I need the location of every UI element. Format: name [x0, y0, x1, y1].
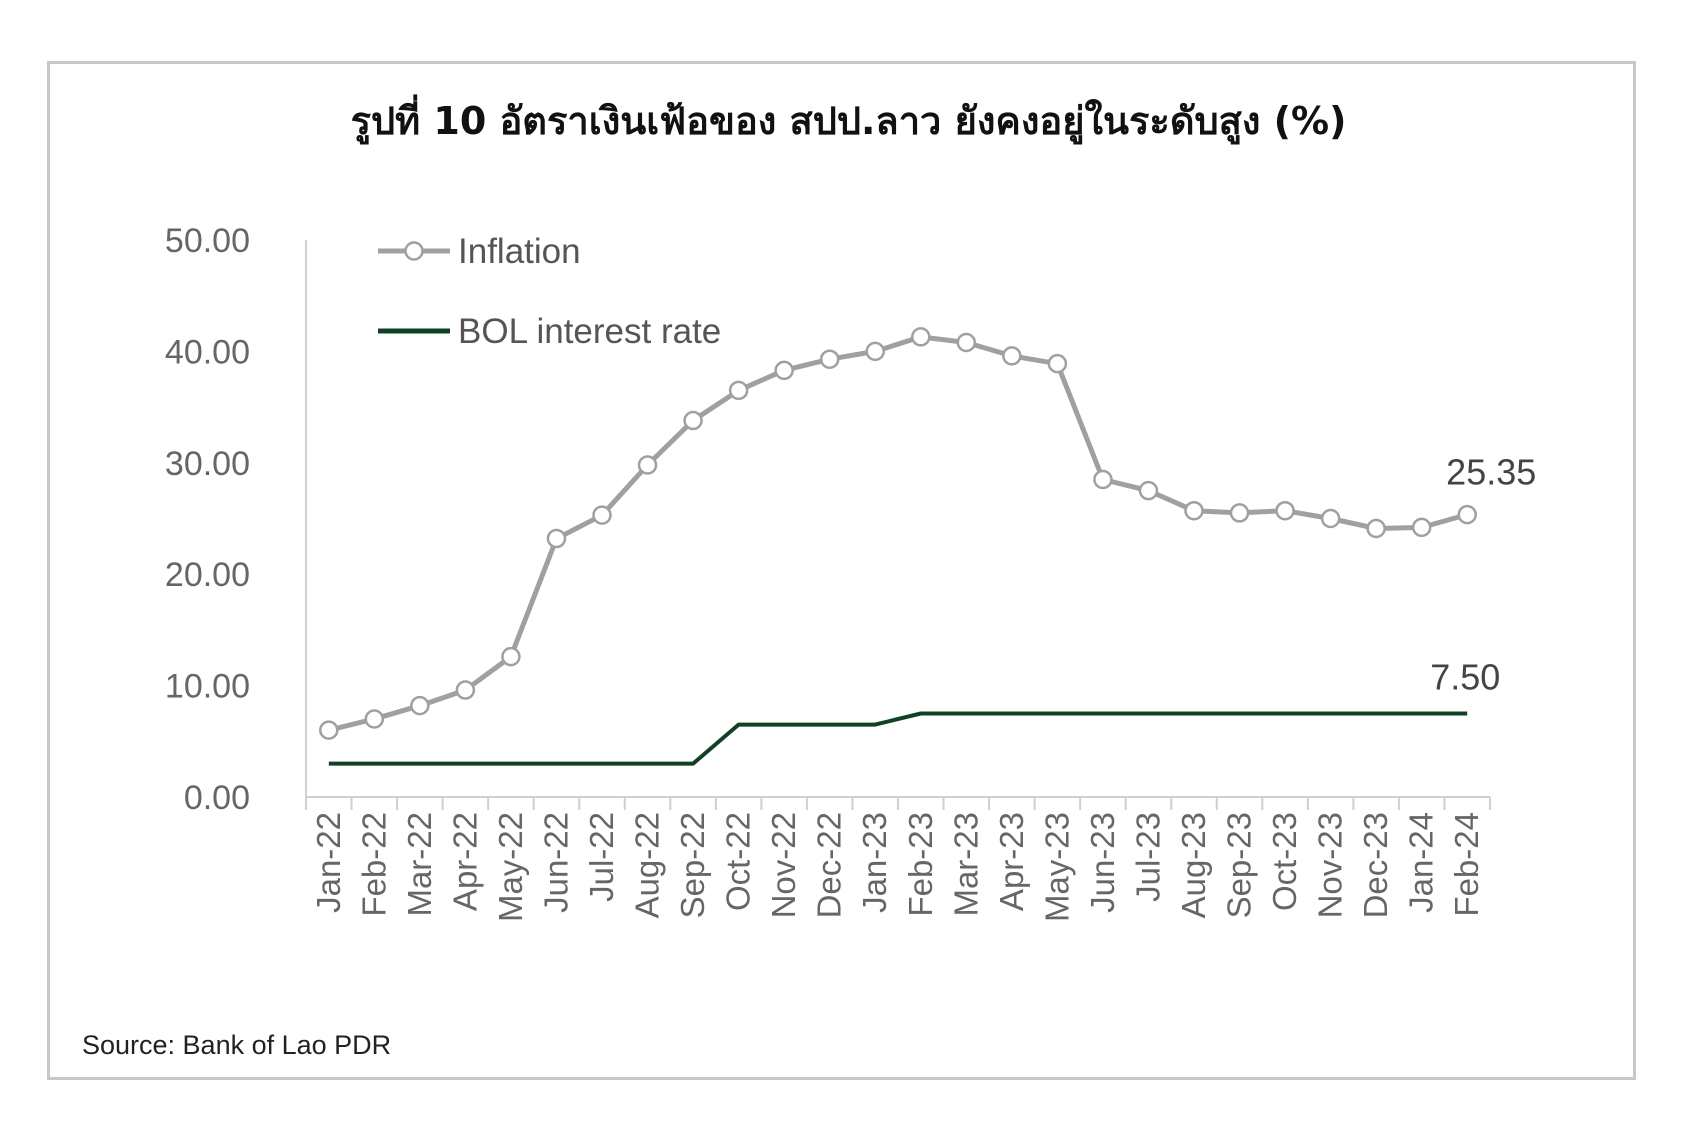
interest-rate-end-label: 7.50: [1430, 656, 1500, 697]
legend-inflation-label: Inflation: [458, 232, 581, 271]
data-labels: 25.35 7.50: [1430, 452, 1536, 698]
inflation-point: [1275, 500, 1295, 521]
inflation-point: [1093, 469, 1113, 490]
x-tick-label: Feb-24: [1448, 812, 1485, 917]
x-tick-label: Jan-24: [1403, 812, 1440, 913]
y-tick-label: 50.00: [165, 222, 250, 260]
inflation-point: [637, 455, 658, 475]
y-tick-label: 30.00: [165, 445, 250, 483]
x-tick-label: Jul-23: [1129, 812, 1166, 902]
inflation-point: [683, 410, 703, 431]
inflation-point: [319, 720, 339, 740]
inflation-point: [501, 646, 521, 667]
chart-title: รูปที่ 10 อัตราเงินเฟ้อของ สปป.ลาว ยังคง…: [350, 99, 1347, 143]
x-tick-label: Mar-23: [947, 812, 984, 917]
x-tick-label: Aug-23: [1175, 812, 1212, 918]
x-tick-label: Dec-22: [811, 812, 848, 918]
x-tick-label: Jun-23: [1084, 812, 1121, 913]
inflation-point: [1138, 480, 1159, 501]
y-tick-label: 0.00: [184, 779, 250, 817]
inflation-point: [364, 709, 385, 729]
source-note: Source: Bank of Lao PDR: [82, 1030, 392, 1060]
x-tick-label: Jan-22: [310, 812, 347, 913]
inflation-point: [728, 380, 749, 401]
inflation-point: [592, 505, 612, 525]
x-tick-label: Feb-23: [902, 812, 939, 917]
x-tick-label: Sep-22: [674, 812, 711, 918]
x-tick-label: Dec-23: [1357, 812, 1394, 918]
inflation-line: [328, 334, 1468, 733]
x-tick-label: Apr-23: [993, 812, 1030, 911]
inflation-point: [410, 695, 430, 716]
inflation-point: [1229, 503, 1250, 523]
inflation-point: [1320, 508, 1341, 529]
x-tick-label: Oct-23: [1266, 812, 1303, 911]
legend: Inflation BOL interest rate: [378, 232, 721, 351]
inflation-point: [1002, 346, 1022, 366]
inflation-point: [865, 341, 885, 362]
inflation-point: [455, 680, 476, 700]
interest-rate-line: [328, 711, 1468, 766]
chart-frame: [47, 61, 1636, 1080]
inflation-point: [774, 360, 794, 381]
x-tick-label: Mar-22: [401, 812, 438, 917]
inflation-point: [956, 332, 977, 353]
x-tick-label: Apr-22: [446, 812, 483, 911]
inflation-point: [1457, 504, 1477, 525]
inflation-point: [1366, 518, 1386, 539]
y-tick-label: 20.00: [165, 556, 250, 594]
inflation-point: [546, 528, 567, 549]
x-tick-label: Jul-22: [583, 812, 620, 902]
inflation-point: [819, 349, 840, 369]
inflation-point: [1184, 500, 1204, 521]
inflation-point: [1047, 353, 1068, 374]
y-tick-label: 40.00: [165, 333, 250, 371]
series-layer: [319, 327, 1477, 766]
x-tick-label: Jun-22: [537, 812, 574, 913]
x-tick-label: May-22: [492, 812, 529, 922]
inflation-point: [1411, 517, 1432, 538]
x-tick-label: Nov-23: [1312, 812, 1349, 918]
x-tick-label: Aug-22: [629, 812, 666, 918]
inflation-point: [911, 327, 931, 347]
y-tick-label: 10.00: [165, 668, 250, 706]
x-tick-label: Sep-23: [1221, 812, 1258, 918]
inflation-end-label: 25.35: [1446, 452, 1536, 493]
legend-inflation-marker: [404, 241, 424, 261]
x-tick-label: Jan-23: [856, 812, 893, 913]
x-tick-label: Oct-22: [720, 812, 757, 911]
legend-interest-rate-label: BOL interest rate: [458, 312, 721, 351]
x-tick-label: Feb-22: [355, 812, 392, 917]
x-tick-label: May-23: [1038, 812, 1075, 922]
x-tick-label: Nov-22: [765, 812, 802, 918]
